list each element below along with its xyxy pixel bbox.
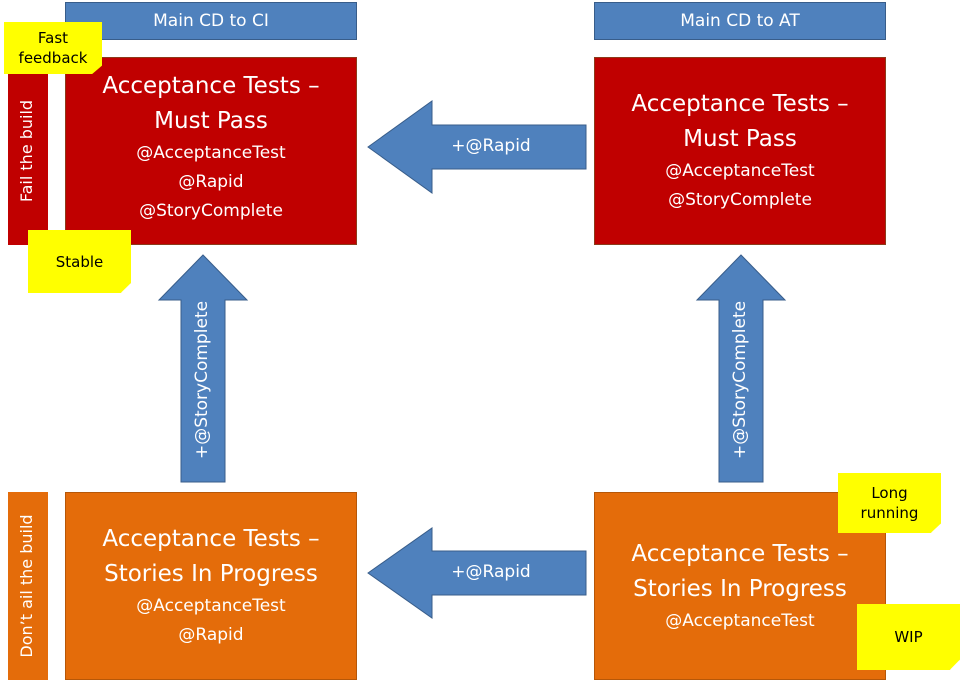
box-title-line2: Stories In Progress	[633, 575, 847, 602]
header-main-cd-to-ci-label: Main CD to CI	[153, 11, 269, 31]
sticky-note-text: Long running	[860, 484, 919, 522]
box-tag: @AcceptanceTest	[665, 161, 815, 181]
sticky-note-text: WIP	[894, 628, 923, 646]
box-title-line1: Acceptance Tests –	[631, 540, 849, 567]
box-title-line2: Must Pass	[683, 126, 797, 152]
side-bar-fail-the-build: Fail the build	[8, 57, 48, 245]
box-tag: @Rapid	[178, 625, 244, 645]
box-title-line1: Acceptance Tests –	[102, 526, 320, 552]
arrow-label-bottom: +@Rapid	[451, 562, 531, 582]
box-must-pass-ci: Acceptance Tests – Must Pass @Acceptance…	[65, 57, 357, 245]
arrow-up-left-icon	[157, 254, 249, 483]
box-stories-in-progress-at: Acceptance Tests – Stories In Progress @…	[594, 492, 886, 680]
box-title-line1: Acceptance Tests –	[631, 91, 849, 117]
sticky-note-fast-feedback: Fast feedback	[4, 22, 102, 74]
arrow-up-right-icon	[695, 254, 787, 483]
box-tag: @AcceptanceTest	[665, 610, 815, 631]
box-title-line2: Stories In Progress	[104, 561, 318, 587]
arrow-label-right-vertical: +@StoryComplete	[730, 300, 750, 460]
sticky-note-text: Stable	[55, 252, 104, 271]
header-main-cd-to-at: Main CD to AT	[594, 2, 886, 40]
header-main-cd-to-ci: Main CD to CI	[65, 2, 357, 40]
arrow-left-bottom-icon	[367, 527, 587, 619]
box-title-line2: Must Pass	[154, 107, 268, 134]
side-bar-dont-fail-the-build: Don’t ail the build	[8, 492, 48, 680]
arrow-label-left-vertical: +@StoryComplete	[192, 300, 212, 460]
box-tag: @StoryComplete	[668, 190, 812, 210]
box-tag: @StoryComplete	[139, 200, 283, 221]
box-tag: @AcceptanceTest	[136, 142, 286, 163]
box-title-line1: Acceptance Tests –	[102, 72, 320, 99]
box-tag: @AcceptanceTest	[136, 596, 286, 616]
sticky-note-long-running: Long running	[838, 473, 941, 533]
header-main-cd-to-at-label: Main CD to AT	[680, 11, 800, 31]
arrow-left-top-icon	[367, 100, 587, 194]
arrow-label-top: +@Rapid	[451, 136, 531, 156]
sticky-note-text: Fast feedback	[18, 29, 88, 67]
sticky-note-wip: WIP	[857, 604, 960, 670]
box-stories-in-progress-ci: Acceptance Tests – Stories In Progress @…	[65, 492, 357, 680]
sticky-note-stable: Stable	[28, 230, 131, 293]
box-tag: @Rapid	[178, 171, 244, 192]
box-must-pass-at: Acceptance Tests – Must Pass @Acceptance…	[594, 57, 886, 245]
